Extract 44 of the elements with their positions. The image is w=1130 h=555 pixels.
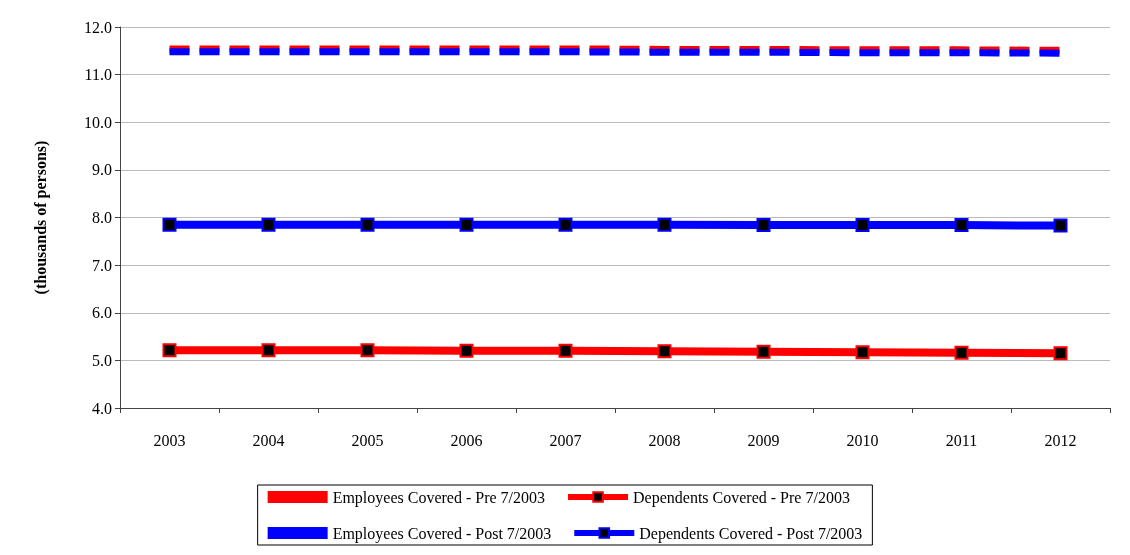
x-tick-label: 2011 xyxy=(945,431,978,449)
x-tick-label: 2007 xyxy=(549,431,582,449)
point xyxy=(954,218,969,233)
y-tick-label: 6.0 xyxy=(92,304,112,322)
point xyxy=(756,344,771,359)
x-tick-label: 2004 xyxy=(252,431,285,449)
point xyxy=(162,343,177,358)
point xyxy=(657,344,672,359)
x-tick-label: 2006 xyxy=(450,431,483,449)
y-tick-label: 4.0 xyxy=(92,399,112,417)
point xyxy=(657,217,672,232)
legend-label: Employees Covered - Post 7/2003 xyxy=(332,524,552,543)
legend-label: Employees Covered - Pre 7/2003 xyxy=(332,488,546,507)
point xyxy=(162,217,177,232)
x-tick-label: 2009 xyxy=(747,431,780,449)
y-tick-label: 7.0 xyxy=(92,256,112,274)
y-tick-label: 10.0 xyxy=(84,113,112,131)
point xyxy=(558,343,573,358)
y-tick-label: 12.0 xyxy=(84,18,112,36)
y-tick-label: 11.0 xyxy=(84,66,112,84)
point xyxy=(1053,218,1068,233)
point xyxy=(459,343,474,358)
point xyxy=(261,343,276,358)
point xyxy=(360,343,375,358)
y-axis-title: (thousands of persons) xyxy=(31,140,50,295)
legend-label: Dependents Covered - Post 7/2003 xyxy=(639,524,863,543)
y-tick-label: 5.0 xyxy=(92,351,112,369)
y-tick-label: 8.0 xyxy=(92,209,112,226)
x-tick-label: 2003 xyxy=(153,431,186,449)
point xyxy=(360,217,375,232)
x-tick-label: 2008 xyxy=(648,431,681,449)
point xyxy=(855,345,870,360)
point xyxy=(459,217,474,232)
y-tick-label: 9.0 xyxy=(92,161,112,179)
x-tick-label: 2010 xyxy=(846,431,879,449)
point xyxy=(558,217,573,232)
x-tick-label: 2005 xyxy=(351,431,384,449)
point xyxy=(855,218,870,233)
point xyxy=(954,345,969,360)
point xyxy=(261,217,276,232)
point xyxy=(756,218,771,233)
point xyxy=(1053,346,1068,361)
legend-label: Dependents Covered - Pre 7/2003 xyxy=(633,488,850,507)
x-tick-label: 2012 xyxy=(1044,431,1077,449)
